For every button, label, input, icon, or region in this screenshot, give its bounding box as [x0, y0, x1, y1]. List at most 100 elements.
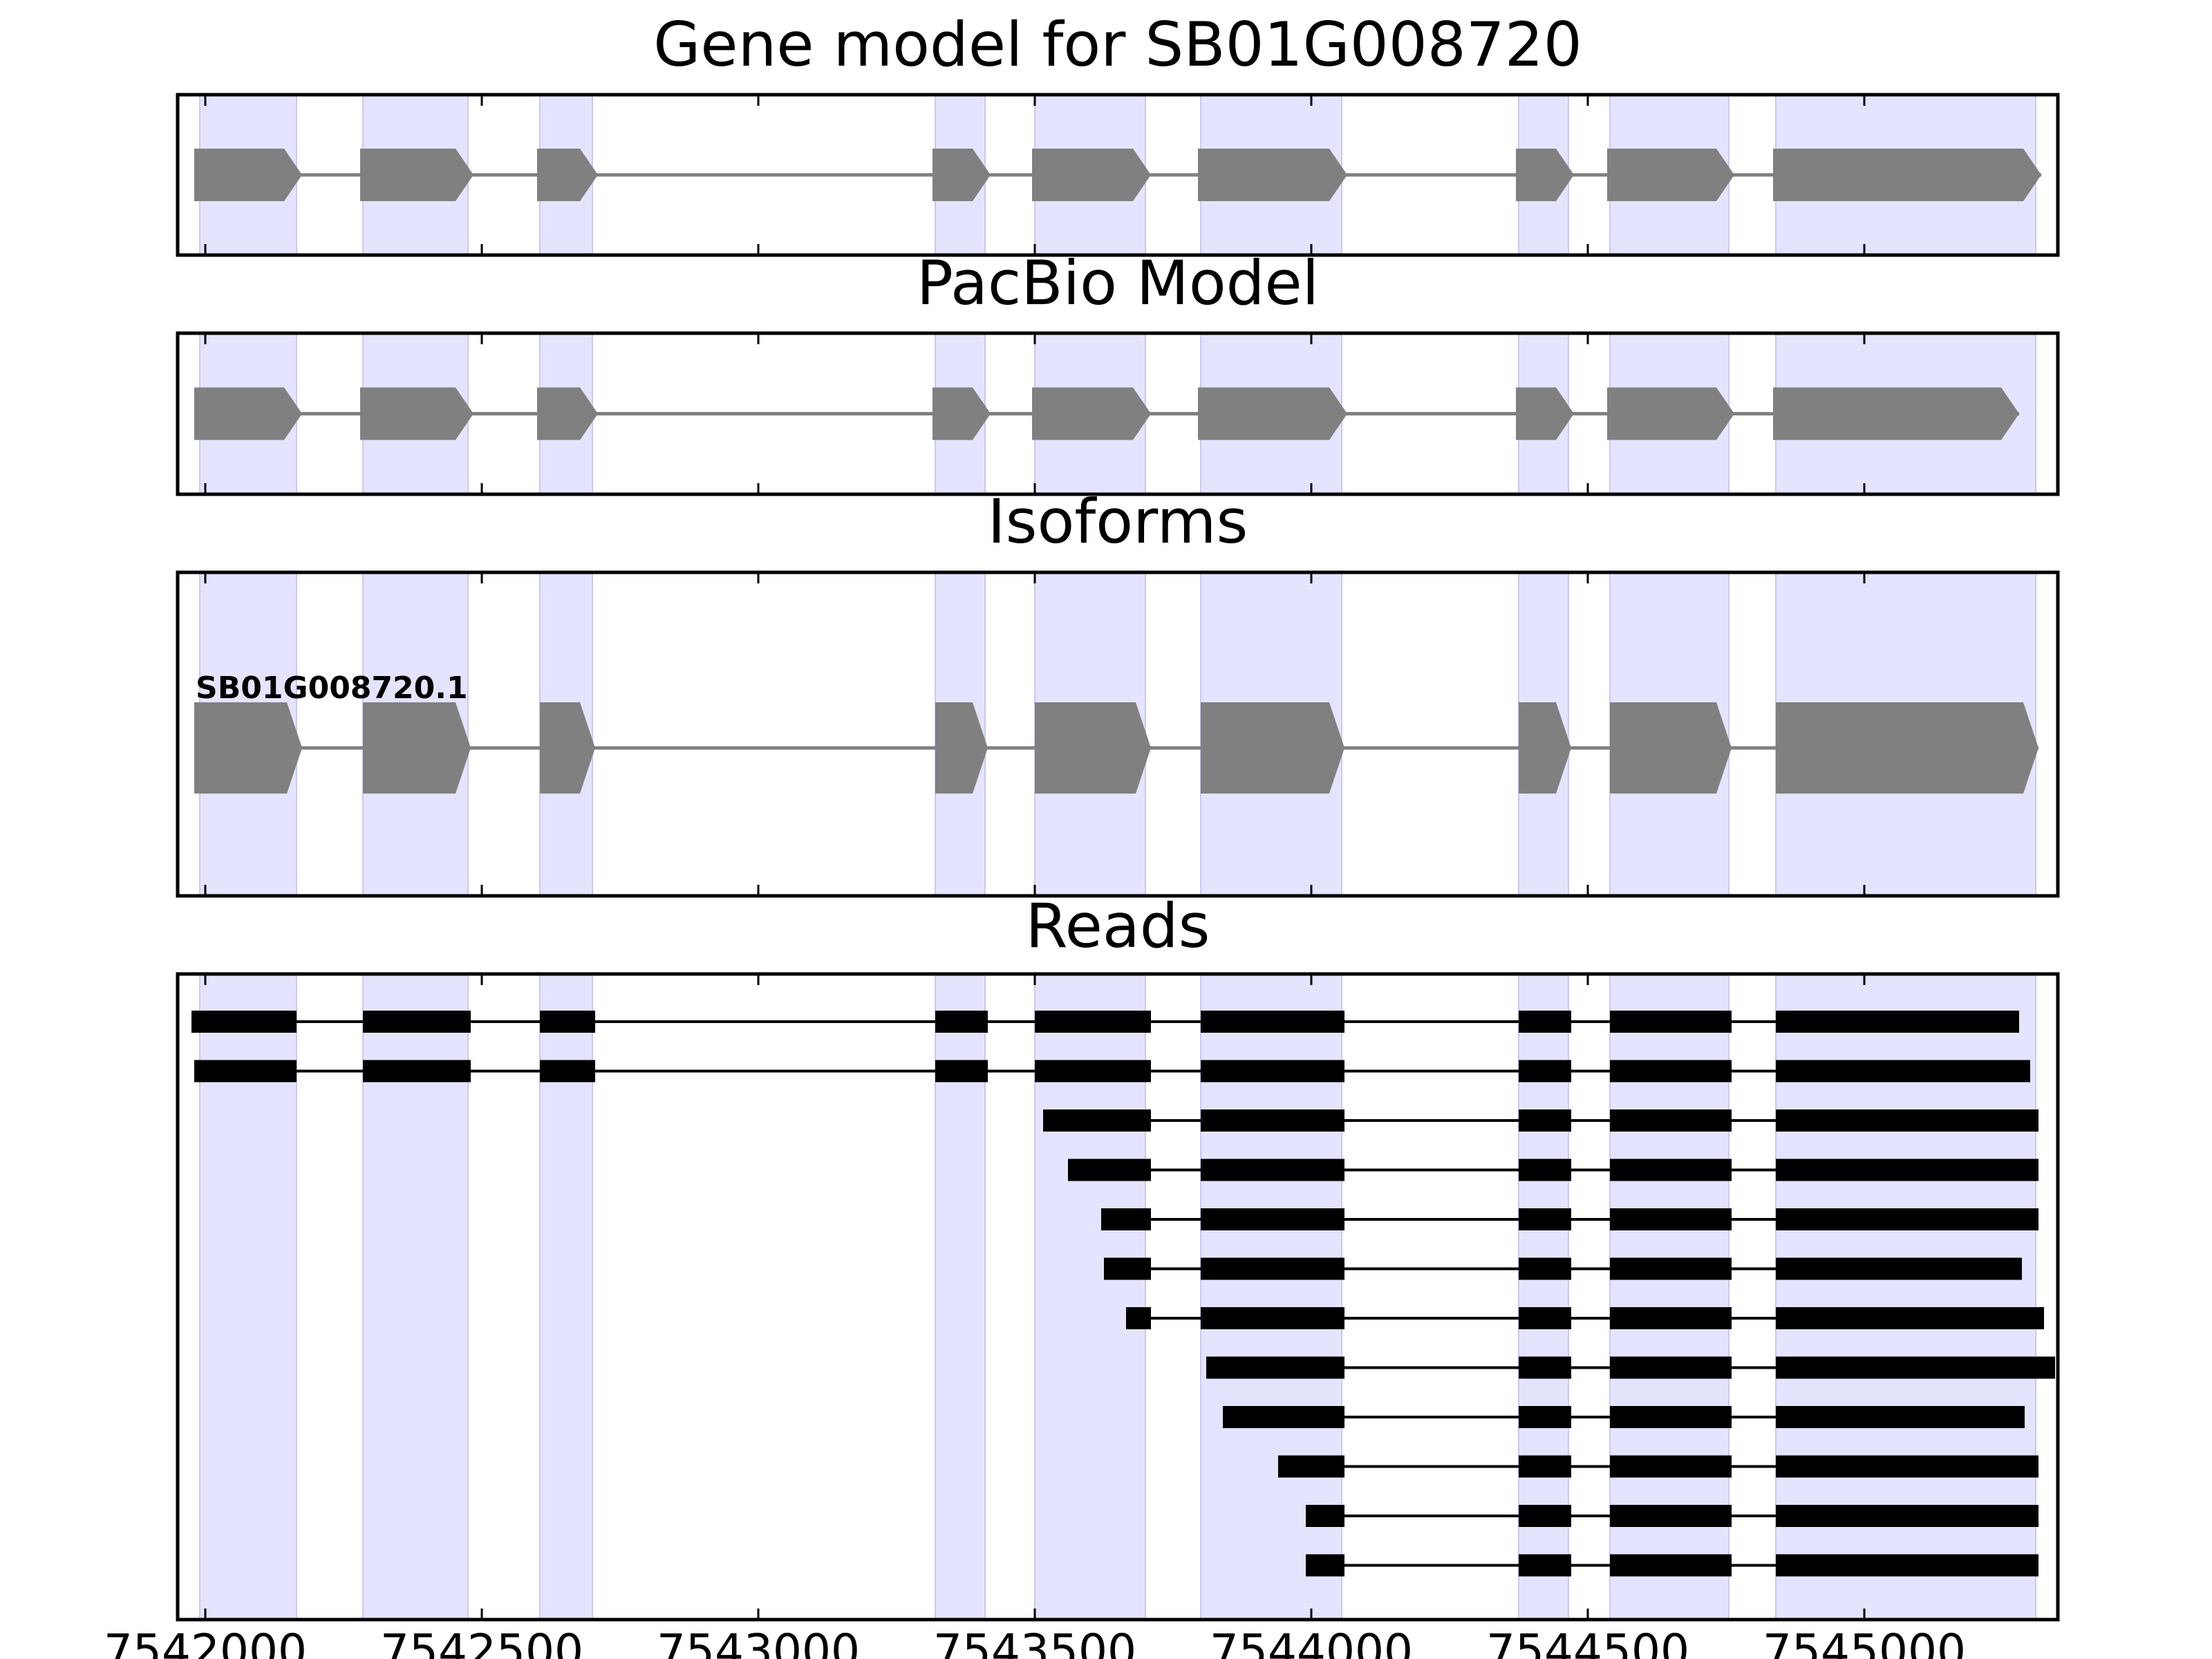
exon-arrow	[363, 702, 471, 794]
read-block	[1776, 1011, 2019, 1033]
exon-arrow	[1610, 702, 1732, 794]
exon-arrow	[1519, 702, 1571, 794]
read-block	[935, 1060, 988, 1082]
read-6	[1104, 1257, 2022, 1280]
read-block	[1776, 1356, 2055, 1379]
exon-arrow	[1198, 387, 1347, 440]
x-tick-label: 7543500	[933, 1624, 1136, 1659]
read-block	[1610, 1554, 1732, 1577]
read-block	[1206, 1356, 1344, 1379]
exon-arrow	[1032, 149, 1151, 201]
read-block	[1035, 1060, 1151, 1082]
read-block	[1519, 1356, 1571, 1379]
panel-title: PacBio Model	[917, 247, 1319, 319]
read-block	[1201, 1307, 1344, 1329]
exon-arrow	[540, 702, 595, 794]
read-block	[1610, 1505, 1732, 1527]
read-block	[1610, 1109, 1732, 1132]
read-4	[1068, 1159, 2038, 1181]
read-block	[1776, 1455, 2038, 1478]
exon-arrow	[537, 149, 598, 201]
panel-title: Gene model for SB01G008720	[653, 9, 1582, 80]
read-10	[1278, 1455, 2038, 1478]
panel-frame	[176, 331, 2060, 496]
read-block	[1068, 1159, 1151, 1181]
read-block	[1223, 1406, 1344, 1428]
read-block	[935, 1011, 988, 1033]
read-block	[1201, 1109, 1344, 1132]
exon-arrow	[932, 149, 991, 201]
read-8	[1206, 1356, 2055, 1379]
read-block	[540, 1011, 595, 1033]
exon-arrow	[194, 149, 302, 201]
read-block	[1776, 1060, 2030, 1082]
exon-arrow	[1516, 387, 1574, 440]
panel-title: Isoforms	[988, 486, 1248, 557]
read-2	[194, 1060, 2030, 1082]
exon-arrow	[1516, 149, 1574, 201]
panel-model-0: Gene model for SB01G008720	[176, 9, 2060, 257]
x-tick-label: 7545000	[1763, 1624, 1966, 1659]
exon-arrow	[1773, 149, 2041, 201]
read-block	[1126, 1307, 1151, 1329]
x-tick-label: 7544000	[1210, 1624, 1413, 1659]
read-block	[1104, 1257, 1151, 1280]
exon-arrow	[1607, 149, 1734, 201]
read-block	[1519, 1159, 1571, 1181]
panel-frame	[176, 570, 2060, 898]
read-12	[1306, 1554, 2038, 1577]
read-block	[1278, 1455, 1344, 1478]
exon-arrow	[935, 702, 988, 794]
read-block	[1519, 1208, 1571, 1230]
x-tick-label: 7544500	[1486, 1624, 1689, 1659]
read-block	[1610, 1356, 1732, 1379]
read-block	[1776, 1109, 2038, 1132]
read-block	[1519, 1554, 1571, 1577]
exon-arrow	[1201, 702, 1344, 794]
read-block	[1201, 1011, 1344, 1033]
read-block	[1776, 1257, 2022, 1280]
read-11	[1306, 1505, 2038, 1527]
read-block	[363, 1060, 471, 1082]
read-block	[1043, 1109, 1151, 1132]
read-block	[540, 1060, 595, 1082]
x-tick-label: 7542500	[380, 1624, 583, 1659]
exon-arrow	[360, 149, 474, 201]
read-block	[1519, 1505, 1571, 1527]
panel-frame	[176, 972, 2060, 1622]
read-block	[1610, 1159, 1732, 1181]
exon-arrow	[1776, 702, 2038, 794]
x-tick-label: 7542000	[104, 1624, 307, 1659]
panel-reads-3: Reads	[176, 890, 2060, 1622]
panel-title: Reads	[1026, 890, 1210, 962]
read-block	[1519, 1011, 1571, 1033]
exon-arrow	[537, 387, 598, 440]
read-9	[1223, 1406, 2025, 1428]
read-block	[1306, 1554, 1344, 1577]
read-block	[1610, 1307, 1732, 1329]
panel-isoforms-2: Isoforms SB01G008720.1	[176, 486, 2060, 898]
x-tick-label: 7543000	[657, 1624, 860, 1659]
read-block	[1610, 1208, 1732, 1230]
read-block	[1776, 1406, 2025, 1428]
read-block	[1306, 1505, 1344, 1527]
read-block	[191, 1011, 297, 1033]
exon-arrow	[1607, 387, 1734, 440]
read-block	[363, 1011, 471, 1033]
exon-arrow	[1032, 387, 1151, 440]
read-5	[1101, 1208, 2038, 1230]
read-block	[1101, 1208, 1151, 1230]
read-block	[1610, 1406, 1732, 1428]
read-block	[1201, 1257, 1344, 1280]
read-block	[1519, 1307, 1571, 1329]
read-block	[1776, 1554, 2038, 1577]
exon-arrow	[194, 702, 302, 794]
read-block	[1201, 1060, 1344, 1082]
read-block	[1519, 1257, 1571, 1280]
read-block	[1201, 1159, 1344, 1181]
read-block	[1201, 1208, 1344, 1230]
read-block	[1610, 1011, 1732, 1033]
exon-arrow	[1035, 702, 1151, 794]
read-block	[1776, 1159, 2038, 1181]
